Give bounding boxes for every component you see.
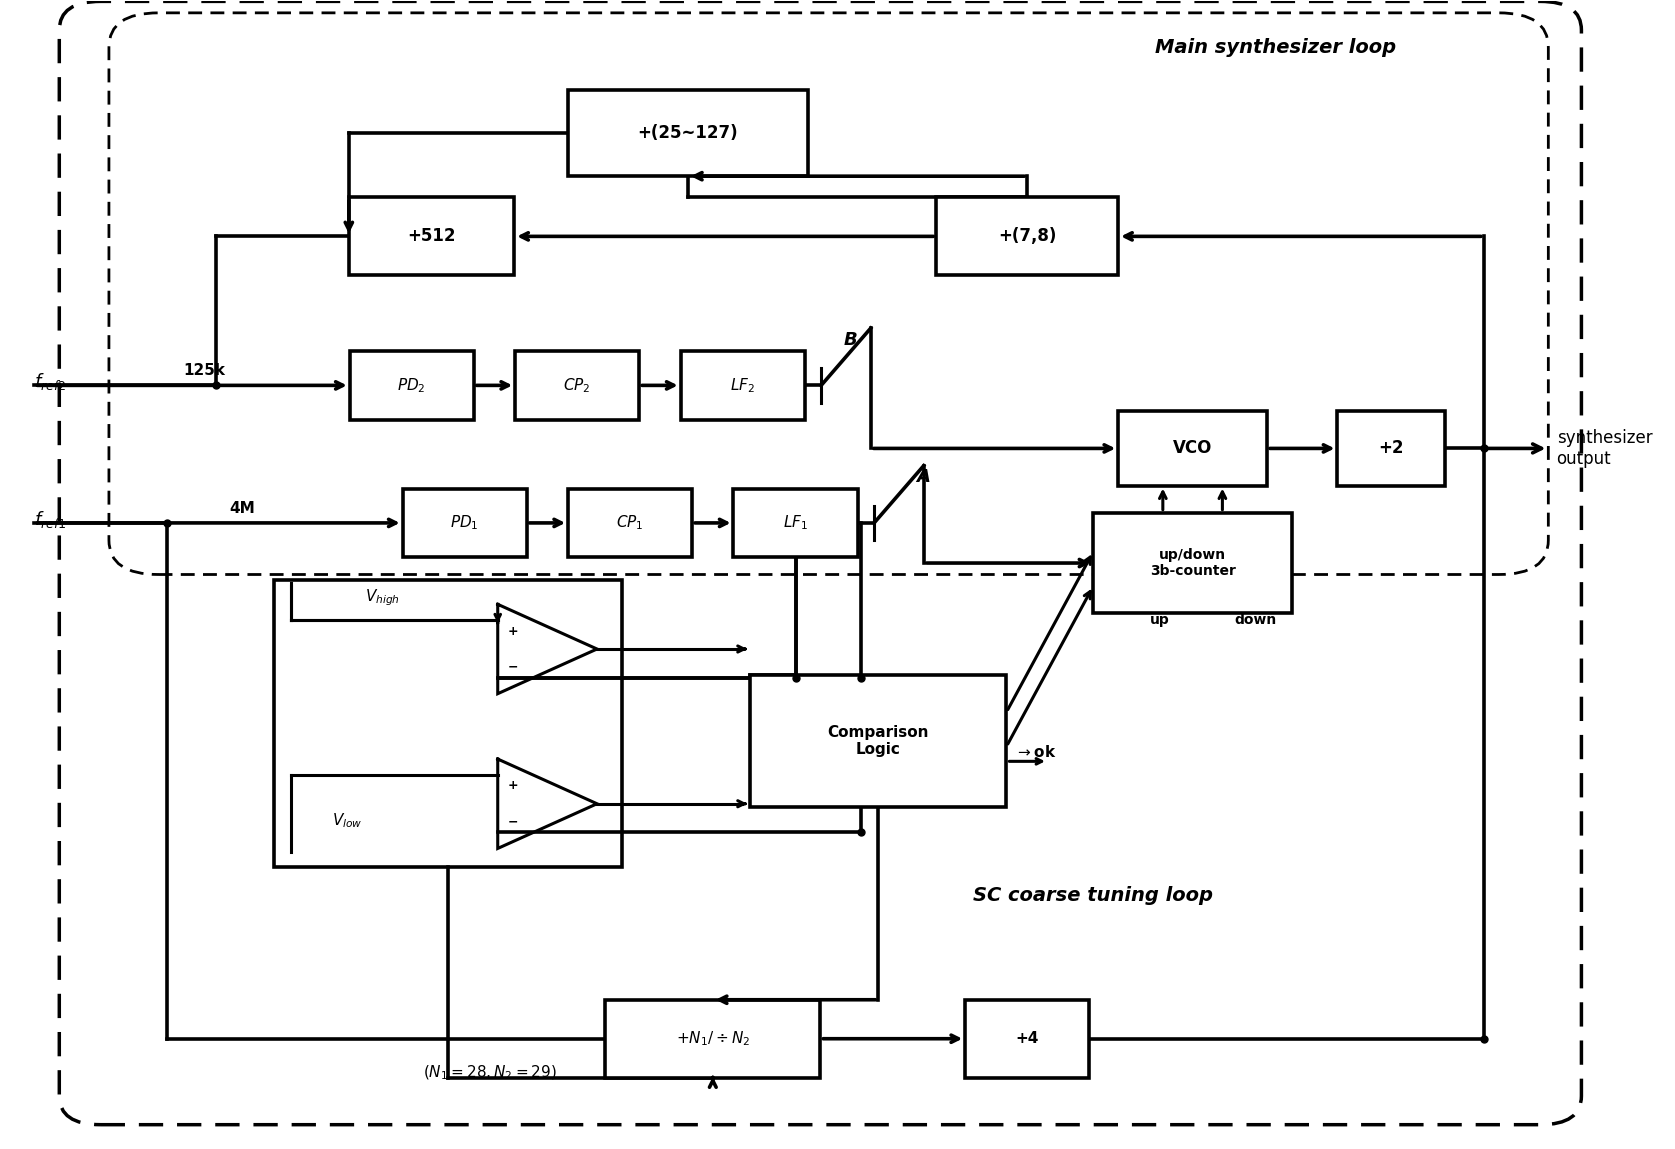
FancyBboxPatch shape <box>734 488 858 557</box>
Text: $LF_1$: $LF_1$ <box>782 514 807 532</box>
Text: VCO: VCO <box>1172 439 1213 457</box>
FancyBboxPatch shape <box>402 488 526 557</box>
FancyBboxPatch shape <box>1337 411 1446 486</box>
Text: B: B <box>843 331 858 348</box>
FancyBboxPatch shape <box>1094 512 1291 614</box>
Text: +2: +2 <box>1379 439 1404 457</box>
Text: $PD_2$: $PD_2$ <box>397 376 425 395</box>
Text: A: A <box>916 468 930 486</box>
Text: 4M: 4M <box>229 501 256 516</box>
Text: +4: +4 <box>1015 1031 1038 1047</box>
Text: SC coarse tuning loop: SC coarse tuning loop <box>973 886 1213 905</box>
Text: $\rightarrow$ok: $\rightarrow$ok <box>1015 745 1057 761</box>
Text: $f_{ref2}$: $f_{ref2}$ <box>35 371 67 393</box>
Text: up: up <box>1149 614 1169 627</box>
Text: $CP_2$: $CP_2$ <box>563 376 591 395</box>
FancyBboxPatch shape <box>965 1000 1089 1078</box>
FancyBboxPatch shape <box>680 350 804 419</box>
Text: synthesizer
output: synthesizer output <box>1556 429 1652 468</box>
Text: $PD_1$: $PD_1$ <box>451 514 479 532</box>
Text: $V_{high}$: $V_{high}$ <box>365 587 400 608</box>
Text: +(7,8): +(7,8) <box>998 228 1057 246</box>
Text: +: + <box>508 625 518 638</box>
Text: +: + <box>508 779 518 793</box>
Text: −: − <box>508 815 518 828</box>
Text: Comparison
Logic: Comparison Logic <box>827 725 930 757</box>
Text: $LF_2$: $LF_2$ <box>730 376 755 395</box>
FancyBboxPatch shape <box>348 198 514 276</box>
FancyBboxPatch shape <box>750 674 1007 807</box>
FancyBboxPatch shape <box>1119 411 1266 486</box>
Text: $V_{low}$: $V_{low}$ <box>332 811 363 831</box>
Text: −: − <box>508 661 518 673</box>
Text: Main synthesizer loop: Main synthesizer loop <box>1154 38 1395 56</box>
FancyBboxPatch shape <box>936 198 1119 276</box>
Text: $(N_1 = 28, N_2=29)$: $(N_1 = 28, N_2=29)$ <box>424 1064 556 1082</box>
Text: $+N_1/\div N_2$: $+N_1/\div N_2$ <box>675 1030 750 1048</box>
FancyBboxPatch shape <box>568 91 807 176</box>
Text: down: down <box>1234 614 1276 627</box>
FancyBboxPatch shape <box>350 350 474 419</box>
FancyBboxPatch shape <box>605 1000 821 1078</box>
Text: +(25~127): +(25~127) <box>638 124 739 142</box>
Text: $CP_1$: $CP_1$ <box>616 514 643 532</box>
Text: 125k: 125k <box>183 363 226 378</box>
FancyBboxPatch shape <box>516 350 640 419</box>
Text: up/down
3b-counter: up/down 3b-counter <box>1149 548 1236 578</box>
Text: +512: +512 <box>407 228 456 246</box>
FancyBboxPatch shape <box>568 488 692 557</box>
Text: $f_{ref1}$: $f_{ref1}$ <box>35 509 67 530</box>
